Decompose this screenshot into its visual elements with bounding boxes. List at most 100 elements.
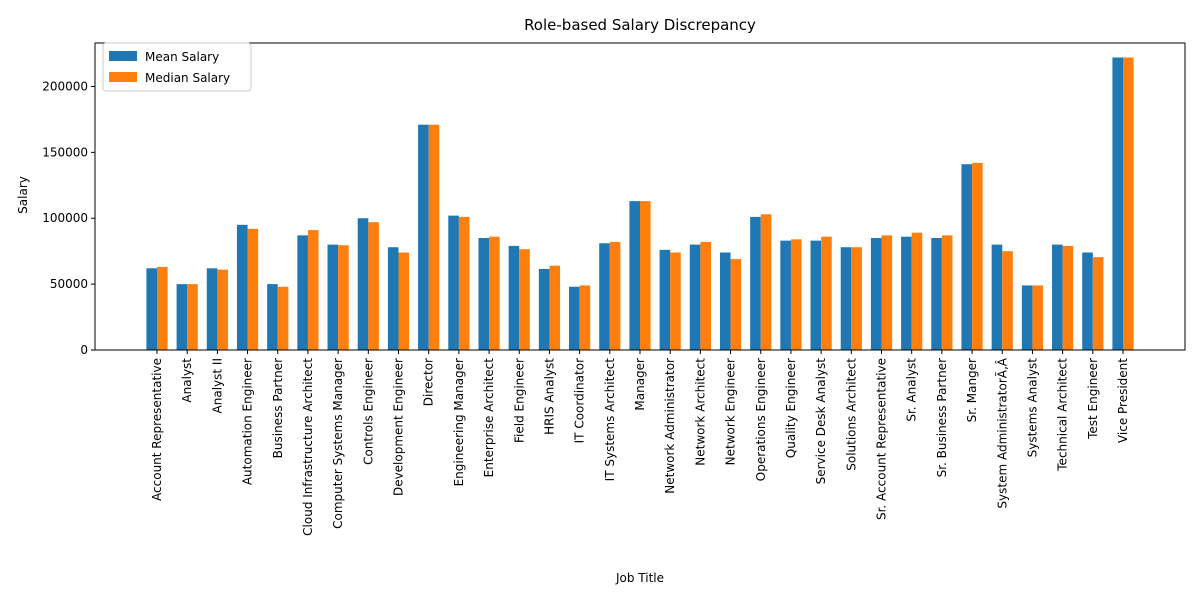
bar-median-15 — [609, 241, 621, 350]
y-tick-label-3: 150000 — [42, 145, 88, 159]
bar-median-4 — [277, 286, 289, 350]
legend-label-1: Median Salary — [145, 71, 230, 85]
y-tick-label-1: 50000 — [50, 277, 88, 291]
bar-median-0 — [157, 266, 168, 350]
x-tick-label-3: Automation Engineer — [241, 358, 255, 485]
bar-mean-28 — [991, 244, 1003, 350]
x-tick-label-25: Sr. Analyst — [905, 358, 919, 422]
bar-mean-11 — [478, 238, 490, 350]
bar-mean-8 — [387, 247, 399, 350]
axes-layer: 0 50000 100000 150000 200000 Account Represen… — [42, 42, 1186, 536]
bar-mean-23 — [840, 247, 852, 350]
bar-median-5 — [307, 230, 319, 350]
bar-mean-27 — [961, 164, 973, 350]
bar-median-19 — [730, 259, 742, 350]
bar-mean-26 — [931, 238, 942, 350]
x-tick-label-13: HRIS Analyst — [542, 358, 556, 435]
x-tick-label-6: Computer Systems Manager — [331, 358, 345, 529]
x-tick-label-24: Sr. Account Representative — [875, 358, 889, 520]
x-tick-label-19: Network Engineer — [724, 358, 738, 465]
legend-swatch-1 — [109, 72, 137, 82]
bar-median-32 — [1123, 57, 1134, 351]
bar-median-31 — [1092, 257, 1104, 350]
bar-mean-10 — [448, 215, 459, 350]
bar-mean-16 — [629, 201, 640, 350]
bar-mean-12 — [508, 245, 520, 350]
bar-mean-4 — [267, 284, 278, 350]
x-tick-label-10: Engineering Manager — [452, 358, 466, 486]
x-tick-label-8: Development Engineer — [392, 358, 406, 496]
x-tick-label-26: Sr. Business Partner — [935, 358, 949, 477]
bar-median-17 — [670, 252, 681, 350]
labels-layer: Role-based Salary Discrepancy Job Title … — [16, 16, 756, 585]
bars-layer — [146, 57, 1134, 351]
bar-mean-7 — [357, 218, 369, 350]
bar-median-23 — [851, 247, 862, 350]
x-tick-label-0: Account Representative — [150, 358, 164, 501]
x-tick-label-29: Systems Analyst — [1025, 358, 1039, 458]
bar-mean-31 — [1082, 252, 1093, 350]
bar-median-16 — [640, 201, 651, 350]
bar-median-29 — [1032, 285, 1044, 350]
bar-mean-32 — [1112, 57, 1123, 351]
bar-mean-13 — [538, 268, 550, 350]
bar-median-11 — [489, 236, 500, 350]
bar-median-21 — [790, 239, 802, 350]
bar-mean-1 — [176, 284, 188, 350]
bar-median-8 — [398, 252, 410, 350]
bar-mean-2 — [206, 268, 218, 350]
chart-title: Role-based Salary Discrepancy — [524, 16, 756, 34]
x-tick-label-22: Service Desk Analyst — [814, 358, 828, 485]
bar-mean-3 — [236, 224, 248, 350]
bar-median-7 — [368, 222, 379, 350]
x-tick-label-23: Solutions Architect — [844, 358, 858, 471]
x-tick-label-30: Technical Architect — [1056, 358, 1070, 472]
bar-mean-9 — [418, 124, 429, 350]
bar-mean-22 — [810, 240, 822, 350]
bar-median-3 — [247, 228, 259, 350]
bar-mean-14 — [569, 286, 580, 350]
y-tick-label-4: 200000 — [42, 79, 88, 93]
x-tick-label-15: IT Systems Architect — [603, 358, 617, 482]
x-tick-label-17: Network Administrator — [663, 358, 677, 494]
x-axis-label: Job Title — [615, 571, 664, 585]
bar-mean-19 — [719, 252, 731, 350]
bar-median-9 — [428, 124, 440, 350]
bar-median-25 — [911, 232, 923, 350]
bar-median-10 — [458, 216, 470, 350]
bar-mean-6 — [327, 244, 339, 350]
bar-median-26 — [941, 235, 953, 350]
x-tick-label-5: Cloud Infrastructure Architect — [301, 358, 315, 536]
bar-median-22 — [821, 236, 832, 350]
bar-median-28 — [1002, 251, 1013, 350]
bar-mean-24 — [870, 238, 882, 350]
bar-median-18 — [700, 241, 711, 350]
bar-mean-17 — [659, 249, 671, 350]
x-tick-label-32: Vice President — [1116, 358, 1130, 443]
x-tick-label-21: Quality Engineer — [784, 358, 798, 458]
legend-box — [102, 42, 252, 92]
x-tick-label-20: Operations Engineer — [754, 358, 768, 481]
bar-median-14 — [579, 285, 591, 350]
legend: Mean Salary Median Salary — [102, 42, 252, 92]
bar-median-20 — [760, 214, 772, 350]
x-tick-label-7: Controls Engineer — [361, 358, 375, 465]
bar-median-24 — [881, 235, 893, 350]
bar-mean-15 — [599, 243, 610, 350]
bar-mean-25 — [901, 236, 912, 350]
legend-label-0: Mean Salary — [145, 50, 219, 64]
bar-median-13 — [549, 265, 561, 350]
y-axis-label: Salary — [16, 176, 30, 214]
x-tick-label-2: Analyst II — [210, 358, 224, 413]
bar-mean-21 — [780, 240, 791, 350]
bar-median-1 — [187, 284, 198, 350]
bar-mean-30 — [1052, 244, 1063, 350]
x-tick-label-11: Enterprise Architect — [482, 358, 496, 478]
y-tick-label-2: 100000 — [42, 211, 88, 225]
bar-median-2 — [217, 269, 228, 350]
legend-swatch-0 — [109, 51, 137, 61]
x-tick-label-12: Field Engineer — [512, 358, 526, 443]
x-tick-label-27: Sr. Manger — [965, 358, 979, 422]
